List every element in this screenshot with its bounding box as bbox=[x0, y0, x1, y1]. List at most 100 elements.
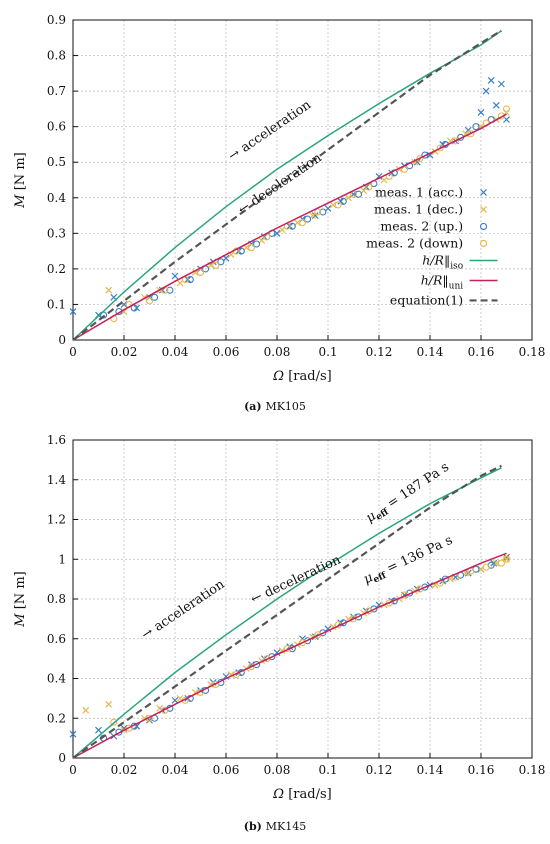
pb-ytick-label: 1.6 bbox=[47, 433, 66, 447]
pb-ytick-label: 0.2 bbox=[47, 711, 66, 725]
legend-marker bbox=[479, 239, 488, 247]
pa-data-point bbox=[151, 293, 159, 301]
pa-ytick-label: 0.7 bbox=[47, 84, 66, 98]
legend-marker bbox=[480, 206, 487, 213]
pb-data-point bbox=[482, 563, 490, 571]
pa-data-point bbox=[355, 190, 363, 198]
pa-ytick-label: 0.8 bbox=[47, 49, 66, 63]
pa-data-point bbox=[217, 258, 225, 266]
pb-xtick-label: 0.08 bbox=[264, 763, 291, 777]
pa-xtick-label: 0.1 bbox=[318, 345, 337, 359]
pb-data-point bbox=[349, 615, 358, 623]
pb-data-point bbox=[248, 661, 255, 669]
pa-data-point bbox=[298, 219, 307, 227]
pb-data-point bbox=[502, 555, 511, 563]
pb-xtick-label: 0.14 bbox=[417, 763, 444, 777]
pb-data-point bbox=[324, 625, 332, 633]
pb-data-point bbox=[110, 718, 118, 726]
legend-entry: meas. 2 (down) bbox=[366, 235, 488, 250]
pa-ytick-label: 0.9 bbox=[47, 13, 66, 27]
pb-ytick-label: 0.6 bbox=[47, 632, 66, 646]
pa-data-point bbox=[69, 308, 77, 315]
pa-series-line-5 bbox=[72, 113, 507, 341]
pa-data-point bbox=[365, 183, 373, 191]
pa-data-point bbox=[314, 208, 322, 216]
pa-data-point bbox=[166, 286, 174, 294]
pa-data-point bbox=[339, 197, 347, 205]
pb-annotation-2: μeff = 187 Pa s bbox=[363, 460, 453, 528]
pb-data-point bbox=[350, 613, 357, 621]
pb-x-axis-label: Ω [rad/s] bbox=[272, 787, 331, 802]
pb-data-point bbox=[95, 726, 102, 734]
legend-label: meas. 2 (down) bbox=[366, 235, 463, 250]
pa-data-point bbox=[492, 101, 500, 109]
pb-data-point bbox=[385, 599, 393, 607]
pa-data-point bbox=[212, 261, 220, 269]
pb-xtick-label: 0.1 bbox=[318, 763, 337, 777]
pb-xtick-label: 0.12 bbox=[366, 763, 393, 777]
pb-data-point bbox=[222, 673, 230, 680]
legend-marker bbox=[479, 222, 488, 230]
pa-xtick-label: 0.04 bbox=[162, 345, 189, 359]
pb-data-point bbox=[416, 585, 424, 593]
pa-data-point bbox=[334, 201, 342, 209]
pa-data-point bbox=[311, 212, 319, 219]
pb-annotation-0: → acceleration bbox=[139, 577, 228, 643]
legend-entry: meas. 1 (acc.) bbox=[375, 184, 487, 199]
pb-data-point bbox=[171, 696, 179, 704]
pb-data-point bbox=[503, 553, 510, 561]
pa-data-point bbox=[171, 272, 179, 280]
pa-data-point bbox=[416, 155, 424, 163]
pa-data-point bbox=[130, 304, 138, 312]
pa-data-point bbox=[105, 286, 113, 294]
pb-data-point bbox=[247, 663, 256, 671]
pb-ytick-label: 1 bbox=[58, 552, 66, 566]
pb-data-point bbox=[105, 700, 113, 708]
pa-data-point bbox=[288, 222, 296, 230]
pa-xtick-label: 0.14 bbox=[417, 345, 444, 359]
pb-data-point bbox=[82, 706, 90, 714]
pa-data-point bbox=[487, 77, 495, 84]
legend-marker bbox=[480, 189, 487, 196]
legend-label: equation(1) bbox=[390, 292, 463, 307]
pa-ytick-label: 0.3 bbox=[47, 226, 66, 240]
pa-data-point bbox=[451, 137, 460, 145]
pb-series-line-5 bbox=[72, 552, 507, 759]
pb-xtick-label: 0.16 bbox=[468, 763, 495, 777]
pb-data-point bbox=[375, 601, 383, 609]
legend-entry: equation(1) bbox=[390, 292, 498, 307]
pa-ytick-label: 0.6 bbox=[47, 120, 66, 134]
chart-panel-a: 0 0.02 0.04 0.06 0.08 0.1 0.12 0.14 0.16 0.18 0 0.1… bbox=[13, 13, 545, 413]
pa-data-point bbox=[237, 247, 245, 255]
legend-label: h/R‖iso bbox=[422, 252, 463, 271]
pb-data-point bbox=[497, 559, 505, 567]
pb-data-point bbox=[69, 730, 77, 738]
pb-xtick-label: 0.06 bbox=[213, 763, 240, 777]
pa-series-line-6 bbox=[72, 29, 502, 341]
pb-series-line-6 bbox=[72, 464, 502, 759]
pa-data-point bbox=[502, 105, 511, 113]
pa-plot-frame bbox=[72, 19, 533, 341]
pa-xtick-label: 0.18 bbox=[519, 345, 546, 359]
pa-x-axis-label: Ω [rad/s] bbox=[272, 369, 331, 384]
legend-entry: meas. 1 (dec.) bbox=[374, 201, 487, 216]
pa-data-point bbox=[319, 208, 327, 216]
pb-ytick-label: 0.8 bbox=[47, 592, 66, 606]
pa-xtick-label: 0 bbox=[69, 345, 77, 359]
pa-data-point bbox=[146, 293, 153, 301]
pa-y-axis-label: M [N m] bbox=[13, 152, 28, 208]
legend-entry: h/R‖iso bbox=[422, 252, 498, 271]
legend-entry: meas. 2 (up.) bbox=[380, 218, 488, 233]
pa-data-point bbox=[186, 276, 194, 284]
pa-xtick-label: 0.02 bbox=[111, 345, 138, 359]
legend-label: meas. 1 (acc.) bbox=[375, 184, 463, 199]
pb-xtick-label: 0.18 bbox=[519, 763, 546, 777]
pa-ytick-label: 0.2 bbox=[47, 262, 66, 276]
pa-series-2 bbox=[100, 116, 495, 319]
pb-data-point bbox=[120, 724, 128, 732]
pa-data-point bbox=[467, 130, 475, 138]
pa-data-point bbox=[472, 123, 480, 131]
pb-data-point bbox=[273, 649, 281, 657]
legend-entry: h/R‖uni bbox=[421, 272, 498, 291]
